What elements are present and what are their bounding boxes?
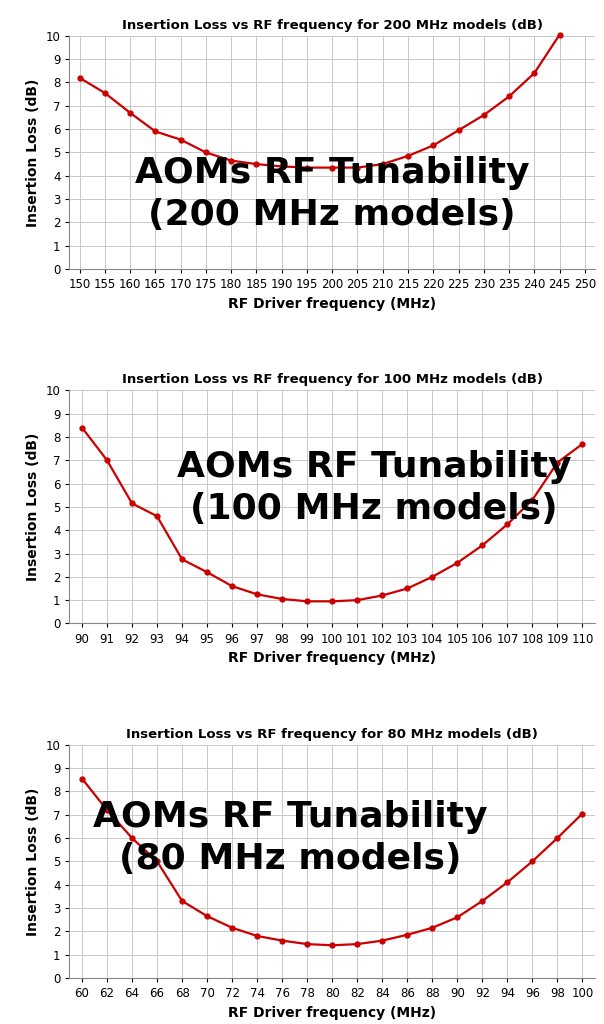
X-axis label: RF Driver frequency (MHz): RF Driver frequency (MHz) (228, 297, 436, 310)
Title: Insertion Loss vs RF frequency for 100 MHz models (dB): Insertion Loss vs RF frequency for 100 M… (121, 374, 543, 386)
Y-axis label: Insertion Loss (dB): Insertion Loss (dB) (26, 787, 40, 936)
Title: Insertion Loss vs RF frequency for 200 MHz models (dB): Insertion Loss vs RF frequency for 200 M… (121, 18, 543, 32)
X-axis label: RF Driver frequency (MHz): RF Driver frequency (MHz) (228, 651, 436, 665)
Text: AOMs RF Tunability
(200 MHz models): AOMs RF Tunability (200 MHz models) (135, 157, 530, 232)
Y-axis label: Insertion Loss (dB): Insertion Loss (dB) (26, 433, 40, 581)
Text: AOMs RF Tunability
(100 MHz models): AOMs RF Tunability (100 MHz models) (177, 451, 571, 526)
Text: AOMs RF Tunability
(80 MHz models): AOMs RF Tunability (80 MHz models) (93, 800, 487, 877)
Title: Insertion Loss vs RF frequency for 80 MHz models (dB): Insertion Loss vs RF frequency for 80 MH… (126, 728, 538, 740)
Y-axis label: Insertion Loss (dB): Insertion Loss (dB) (26, 78, 40, 226)
X-axis label: RF Driver frequency (MHz): RF Driver frequency (MHz) (228, 1006, 436, 1020)
